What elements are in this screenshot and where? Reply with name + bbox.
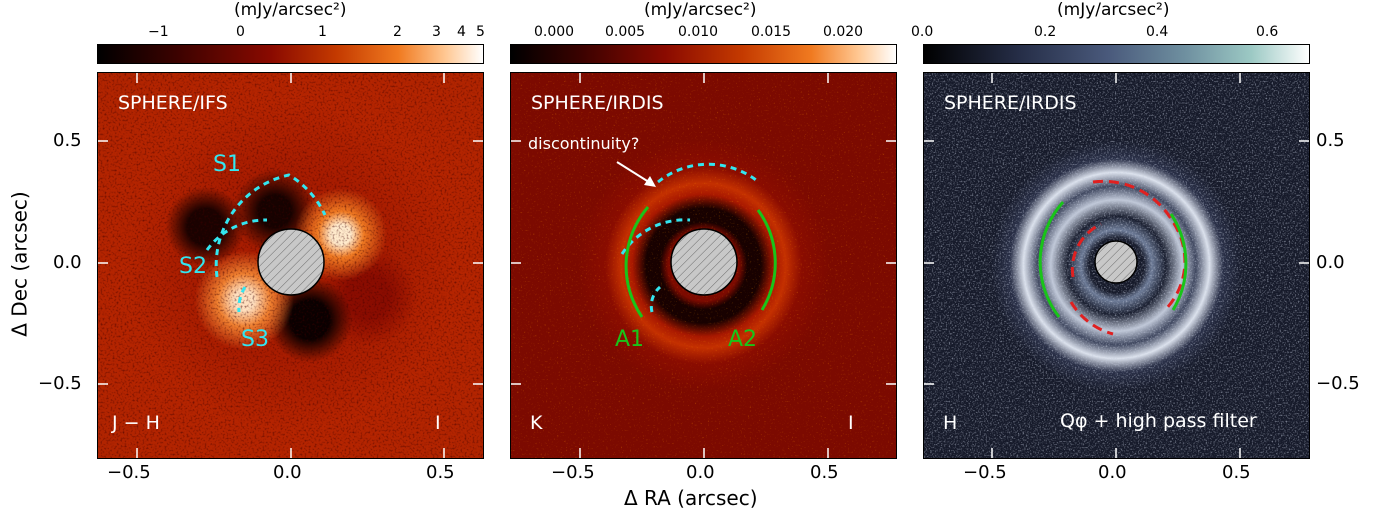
- x-tick-label: 0.0: [1098, 462, 1127, 483]
- arc-a1: [1038, 201, 1065, 318]
- spiral-trace-inner: [620, 218, 691, 255]
- colorbar-tick: 0.020: [823, 24, 864, 40]
- colorbar-tick: −1: [148, 24, 169, 40]
- spiral-s3-trace: [237, 286, 247, 313]
- colorbar-tick: 4: [457, 24, 466, 40]
- discontinuity-annotation: discontinuity?: [528, 134, 640, 153]
- panel-title: SPHERE/IRDIS: [944, 92, 1077, 114]
- label-s3: S3: [241, 327, 269, 352]
- coronagraph-mask: [1094, 240, 1138, 284]
- panel-title: SPHERE/IRDIS: [531, 92, 664, 114]
- label-a1: A1: [615, 327, 645, 352]
- x-tick-label: 0.0: [273, 462, 302, 483]
- colorbar-tick: 0.2: [1034, 24, 1057, 40]
- colorbar-unit: (mJy/arcsec²): [1057, 0, 1170, 20]
- annotation-arrow-head: [644, 176, 656, 187]
- colorbar-tick: 0.6: [1256, 24, 1279, 40]
- x-tick-label: 0.5: [426, 462, 455, 483]
- y-tick-label: 0.5: [53, 130, 82, 151]
- colorbar-gradient: [510, 44, 897, 64]
- colorbar-gradient: [923, 44, 1310, 64]
- spiral-trace-outer: [657, 162, 757, 184]
- x-tick-label: −0.5: [107, 462, 151, 483]
- colorbar-tick: 0.010: [678, 24, 719, 40]
- spiral-model-trace-upper: [1092, 179, 1187, 312]
- colorbar-gradient: [97, 44, 484, 64]
- x-tick-label: 0.0: [686, 462, 715, 483]
- x-tick-label: −0.5: [963, 462, 1007, 483]
- panel-title: SPHERE/IFS: [118, 92, 228, 114]
- spiral-s2-trace: [205, 218, 268, 251]
- label-s2: S2: [179, 254, 207, 279]
- spiral-model-trace-lower: [1069, 301, 1114, 336]
- colorbar-tick: 2: [393, 24, 402, 40]
- filter-label: H: [943, 412, 958, 434]
- colorbar-tick: 3: [432, 24, 441, 40]
- y-tick-label: 0.0: [53, 252, 82, 273]
- annotation-arrow-line: [616, 161, 653, 185]
- ifs-image-panel: SPHERE/IFS S1 S2 S3 J − H I: [97, 72, 484, 459]
- arc-a1: [624, 206, 650, 318]
- spiral-model-trace-inner: [1070, 222, 1102, 278]
- x-axis-label: Δ RA (arcsec): [624, 486, 758, 510]
- filter-label: J − H: [112, 412, 160, 434]
- colorbar-tick: 0.4: [1146, 24, 1169, 40]
- filter-label: K: [530, 412, 543, 434]
- x-tick-label: 0.5: [810, 462, 839, 483]
- colorbar-unit: (mJy/arcsec²): [234, 0, 347, 20]
- x-tick-label: −0.5: [551, 462, 595, 483]
- colorbar-tick: 1: [318, 24, 327, 40]
- colorbar-tick: 0: [236, 24, 245, 40]
- coronagraph-mask: [670, 228, 738, 296]
- arc-a2: [1169, 213, 1188, 311]
- polarization-label: I: [848, 412, 854, 434]
- irdis-k-image-panel: SPHERE/IRDIS discontinuity? A1 A2 K I: [510, 72, 897, 459]
- irdis-h-image-panel: SPHERE/IRDIS H Qφ + high pass filter: [923, 72, 1310, 459]
- arc-a2: [756, 209, 777, 311]
- y-tick-label-right: 0.0: [1316, 252, 1345, 273]
- colorbar-tick: 0.005: [605, 24, 646, 40]
- processing-label: Qφ + high pass filter: [1060, 410, 1257, 432]
- y-tick-label-right: −0.5: [1316, 373, 1360, 394]
- label-s1: S1: [213, 152, 241, 177]
- colorbar-tick: 0.015: [751, 24, 792, 40]
- y-tick-label: −0.5: [38, 373, 82, 394]
- coronagraph-mask: [257, 228, 325, 296]
- x-tick-label: 0.5: [1222, 462, 1251, 483]
- colorbar-tick: 0.000: [534, 24, 575, 40]
- spiral-trace-lower: [649, 285, 662, 313]
- spiral-s1-trace: [214, 173, 327, 278]
- colorbar-tick: 0.0: [911, 24, 934, 40]
- label-a2: A2: [728, 327, 758, 352]
- colorbar-unit: (mJy/arcsec²): [644, 0, 757, 20]
- polarization-label: I: [435, 412, 441, 434]
- colorbar-tick: 5: [476, 24, 485, 40]
- y-tick-label-right: 0.5: [1316, 130, 1345, 151]
- y-axis-label: Δ Dec (arcsec): [7, 191, 32, 337]
